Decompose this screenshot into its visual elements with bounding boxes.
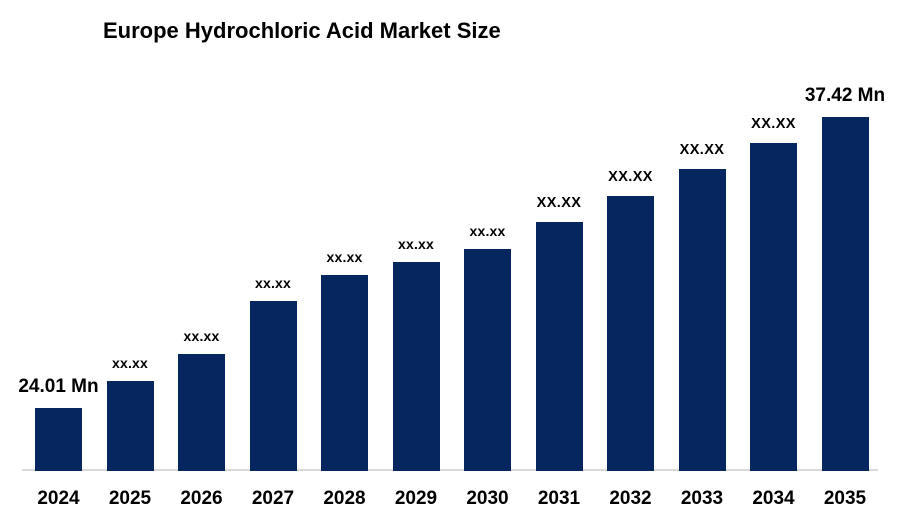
bar-value-label-2032: XX.XX [608,169,653,186]
bar-2031 [535,222,583,471]
bar-2028 [321,275,368,471]
bar-value-label-2033: XX.XX [679,142,725,159]
x-axis-label-2028: 2028 [323,488,366,509]
x-axis-label-2026: 2026 [180,488,223,509]
bar-2024 [35,408,82,471]
bar-value-label-2030: xx.xx [469,222,506,239]
bar-2029 [392,262,440,471]
bar-2025 [106,381,154,471]
x-axis-line [22,469,878,471]
bar-2026 [178,354,225,471]
bar-2030 [464,249,511,471]
x-axis-label-2032: 2032 [609,488,652,509]
bar-2034 [750,143,797,471]
x-axis-label-2030: 2030 [466,488,509,509]
bar-value-label-2024: 24.01 Mn [18,376,99,398]
x-axis-label-2034: 2034 [752,488,795,509]
bar-value-label-2034: XX.XX [751,116,796,133]
bar-2027 [249,301,297,471]
bar-value-label-2035: 37.42 Mn [804,85,886,107]
bar-value-label-2025: xx.xx [111,354,149,371]
x-axis-label-2031: 2031 [537,488,581,509]
x-axis-label-2035: 2035 [823,488,867,509]
bar-2032 [607,196,654,471]
x-axis-label-2029: 2029 [394,488,438,509]
bar-value-label-2028: xx.xx [326,248,363,265]
bar-value-label-2026: xx.xx [183,327,220,344]
bar-value-label-2027: xx.xx [254,274,292,291]
bar-2035 [821,117,869,471]
chart-title: Europe Hydrochloric Acid Market Size [103,18,501,43]
x-axis-label-2024: 2024 [37,488,80,509]
bar-value-label-2029: xx.xx [397,235,435,252]
x-axis-label-2025: 2025 [108,488,152,509]
x-axis-label-2033: 2033 [680,488,724,509]
bar-2033 [678,169,726,471]
bar-value-label-2031: XX.XX [536,195,582,212]
x-axis-label-2027: 2027 [251,488,295,509]
